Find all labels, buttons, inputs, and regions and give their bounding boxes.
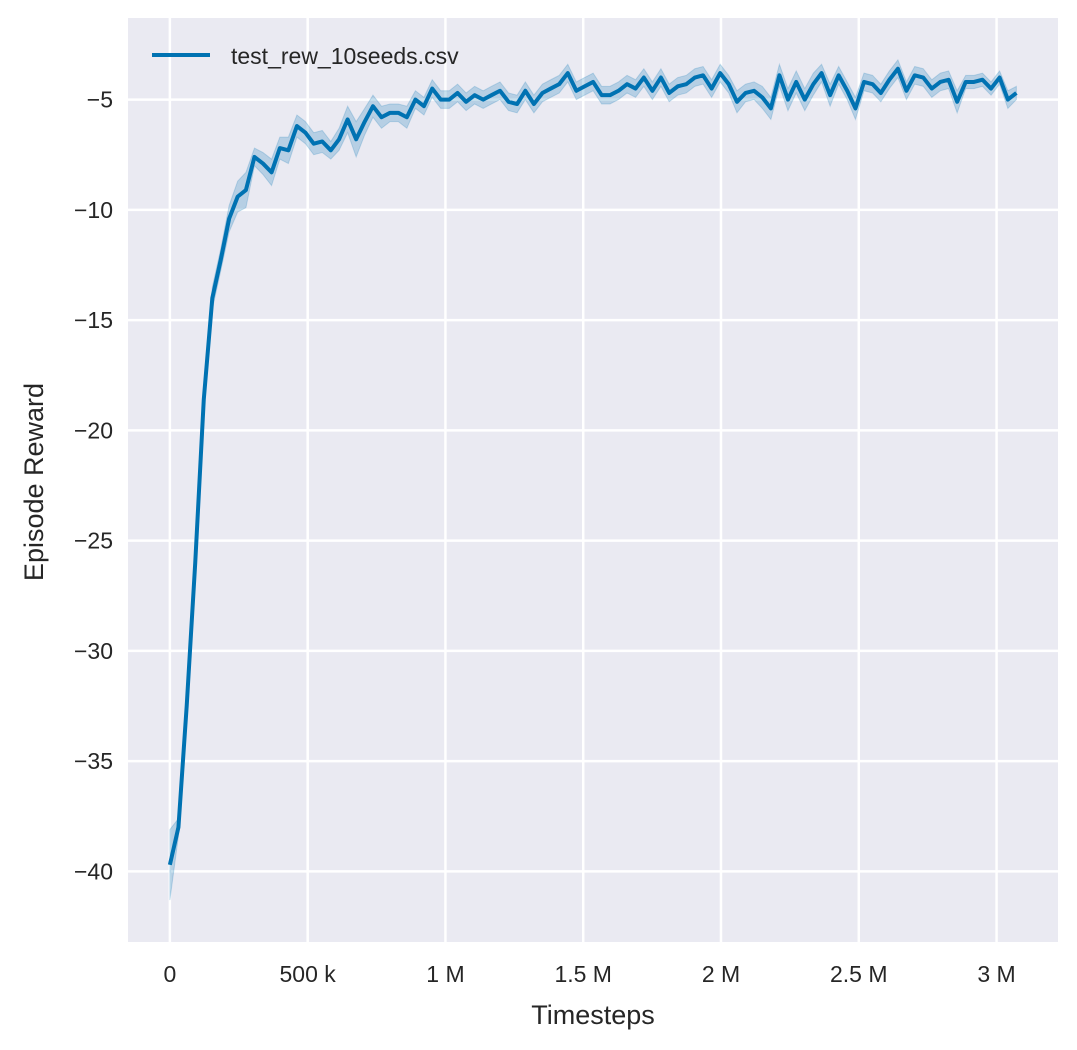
x-tick-label: 0 — [163, 961, 176, 987]
grid — [128, 18, 1058, 942]
x-tick-label: 2 M — [702, 961, 740, 987]
confidence-band — [169, 58, 1017, 901]
x-tick-labels: 0 500 k 1 M 1.5 M 2 M 2.5 M 3 M — [163, 961, 1015, 987]
plot-background — [128, 18, 1058, 942]
x-tick-label: 1 M — [426, 961, 464, 987]
series-lines — [167, 66, 1018, 866]
series-points — [169, 68, 1017, 865]
legend: test_rew_10seeds.csv — [152, 43, 459, 69]
y-tick-label: −20 — [74, 417, 113, 443]
series-band — [169, 58, 1017, 901]
x-tick-label: 1.5 M — [554, 961, 612, 987]
y-axis-label: Episode Reward — [19, 383, 49, 581]
y-tick-label: −5 — [87, 87, 113, 113]
x-axis-label: Timesteps — [531, 1000, 655, 1030]
x-tick-label: 3 M — [977, 961, 1015, 987]
y-tick-label: −15 — [74, 307, 113, 333]
y-tick-label: −35 — [74, 748, 113, 774]
y-tick-label: −10 — [74, 197, 113, 223]
legend-label: test_rew_10seeds.csv — [231, 43, 459, 69]
y-tick-labels: −5 −10 −15 −20 −25 −30 −35 −40 — [74, 87, 113, 885]
x-tick-label: 2.5 M — [830, 961, 888, 987]
y-tick-label: −25 — [74, 528, 113, 554]
y-tick-label: −40 — [74, 858, 113, 884]
y-tick-label: −30 — [74, 638, 113, 664]
x-tick-label: 500 k — [280, 961, 337, 987]
